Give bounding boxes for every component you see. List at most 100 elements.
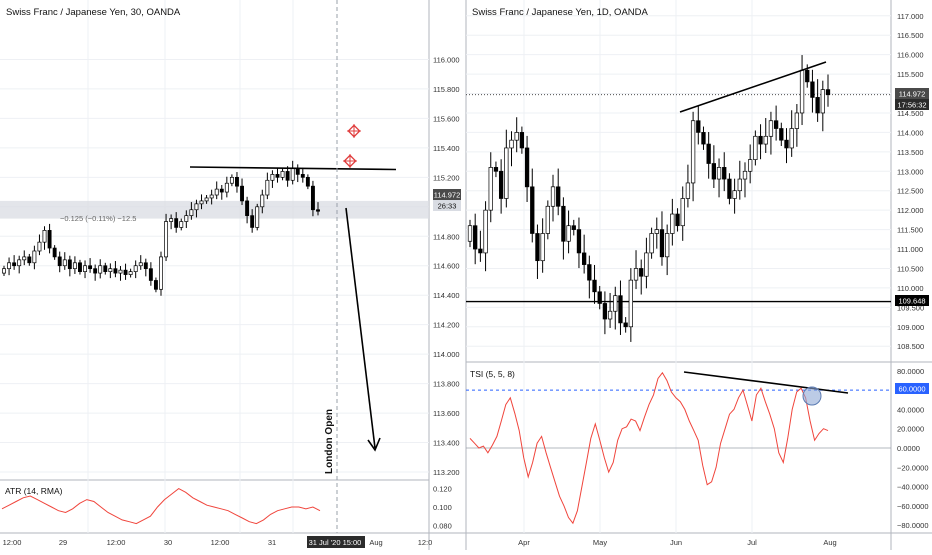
left-candle-body[interactable] (143, 262, 148, 270)
left-candle-body[interactable] (295, 168, 300, 175)
tsi-series-line[interactable] (469, 371, 829, 525)
right-candle-body[interactable] (483, 209, 488, 254)
right-candle-body[interactable] (524, 147, 530, 188)
right-candle-body[interactable] (587, 264, 592, 281)
left-candle-body[interactable] (118, 269, 123, 274)
right-candle-body[interactable] (550, 186, 556, 207)
right-candle-body[interactable] (696, 120, 701, 133)
left-candle-body[interactable] (72, 262, 77, 270)
right-candle-body[interactable] (607, 310, 613, 320)
left-candle-body[interactable] (148, 268, 153, 281)
right-candle-body[interactable] (701, 132, 706, 145)
left-candle-body[interactable] (219, 188, 224, 193)
left-candle-body[interactable] (300, 174, 305, 178)
right-candle-body[interactable] (748, 159, 753, 172)
left-candle-body[interactable] (189, 209, 194, 216)
tsi-indicator-label[interactable]: TSI (5, 5, 8) (470, 369, 515, 379)
right-candle-body[interactable] (768, 120, 774, 137)
right-candle-body[interactable] (592, 279, 597, 293)
tsi-divergence-trendline[interactable] (683, 371, 849, 394)
left-candle-body[interactable] (138, 262, 143, 267)
left-candle-body[interactable] (153, 280, 158, 290)
left-candle-body[interactable] (164, 221, 169, 258)
right-candle-body[interactable] (597, 291, 602, 304)
right-candle-body[interactable] (530, 186, 535, 234)
left-candle-body[interactable] (250, 215, 255, 228)
left-candle-body[interactable] (2, 268, 6, 274)
right-candle-body[interactable] (498, 170, 504, 199)
left-candle-body[interactable] (22, 256, 27, 261)
right-candle-body[interactable] (581, 252, 587, 265)
right-candle-body[interactable] (794, 112, 800, 129)
left-candle-body[interactable] (57, 256, 62, 267)
left-candle-body[interactable] (270, 174, 275, 181)
right-candle-body[interactable] (810, 81, 815, 98)
right-candle-body[interactable] (773, 120, 779, 129)
right-candle-body[interactable] (545, 205, 550, 234)
right-candle-body[interactable] (478, 248, 483, 254)
right-candle-body[interactable] (509, 139, 514, 149)
right-candle-body[interactable] (763, 135, 768, 145)
right-candle-body[interactable] (815, 97, 820, 114)
left-candle-body[interactable] (275, 174, 280, 178)
left-candle-body[interactable] (12, 262, 17, 267)
left-candle-body[interactable] (42, 230, 47, 243)
left-candle-body[interactable] (240, 185, 244, 202)
right-candle-body[interactable] (706, 143, 711, 164)
right-candle-body[interactable] (561, 205, 566, 242)
right-candle-body[interactable] (690, 120, 696, 184)
left-candle-body[interactable] (78, 262, 82, 272)
left-candle-body[interactable] (184, 215, 189, 222)
atr-indicator-label[interactable]: ATR (14, RMA) (5, 486, 63, 496)
right-candle-body[interactable] (618, 295, 623, 324)
projection-arrow-line[interactable] (345, 207, 376, 449)
right-candle-body[interactable] (753, 135, 758, 160)
left-candle-body[interactable] (235, 176, 239, 187)
crosshair-marker-icon[interactable] (343, 154, 357, 168)
left-candle-body[interactable] (245, 200, 250, 216)
right-candle-body[interactable] (722, 167, 727, 180)
left-candle-body[interactable] (169, 218, 174, 222)
left-candle-body[interactable] (52, 247, 57, 258)
left-candle-body[interactable] (214, 188, 219, 196)
right-candle-body[interactable] (467, 225, 473, 242)
left-candle-body[interactable] (88, 265, 93, 270)
left-candle-body[interactable] (32, 250, 37, 264)
left-candle-body[interactable] (159, 256, 163, 290)
right-candle-body[interactable] (659, 229, 665, 258)
left-candle-body[interactable] (285, 171, 290, 181)
left-candle-body[interactable] (316, 209, 320, 212)
left-candle-body[interactable] (67, 259, 72, 270)
left-candle-body[interactable] (204, 197, 209, 202)
left-candle-body[interactable] (265, 179, 270, 196)
left-candle-body[interactable] (123, 269, 128, 275)
left-candle-body[interactable] (128, 271, 133, 275)
left-resistance-trendline[interactable] (189, 166, 397, 171)
left-candle-body[interactable] (103, 265, 108, 272)
right-candle-body[interactable] (556, 186, 561, 207)
left-candle-body[interactable] (229, 176, 234, 184)
right-candle-body[interactable] (576, 229, 582, 254)
left-candle-body[interactable] (7, 262, 12, 270)
left-candle-body[interactable] (209, 194, 214, 199)
right-rising-trendline[interactable] (679, 61, 827, 113)
left-candle-body[interactable] (290, 168, 295, 181)
left-candle-body[interactable] (17, 259, 22, 267)
left-candle-body[interactable] (83, 265, 87, 272)
right-candle-body[interactable] (504, 147, 509, 199)
left-candle-body[interactable] (199, 200, 204, 205)
right-candle-body[interactable] (473, 225, 478, 250)
crosshair-marker-icon[interactable] (347, 124, 361, 138)
right-candle-body[interactable] (649, 233, 654, 254)
right-candle-body[interactable] (602, 303, 608, 320)
left-candle-body[interactable] (310, 185, 315, 211)
right-candle-body[interactable] (732, 190, 737, 199)
right-candle-body[interactable] (758, 135, 763, 145)
right-candle-body[interactable] (488, 167, 493, 211)
right-candle-body[interactable] (571, 225, 576, 230)
right-candle-body[interactable] (789, 128, 794, 149)
right-candle-body[interactable] (493, 167, 499, 172)
tsi-highlight-circle[interactable] (802, 386, 822, 406)
right-candle-body[interactable] (711, 163, 717, 180)
left-candle-body[interactable] (27, 256, 32, 264)
